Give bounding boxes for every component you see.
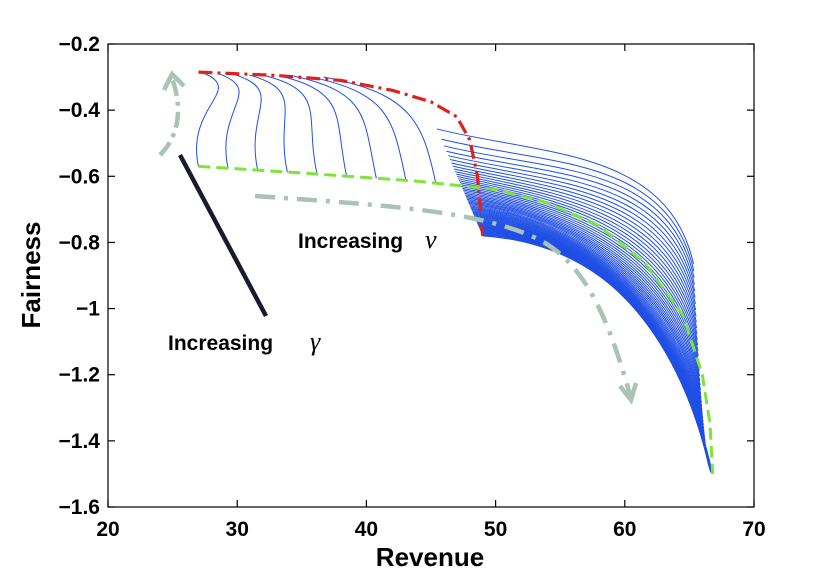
plot-frame bbox=[107, 43, 755, 508]
pareto-curve bbox=[465, 194, 701, 386]
pareto-curve bbox=[453, 168, 697, 317]
red-envelope-line bbox=[198, 70, 485, 236]
pareto-curve bbox=[482, 235, 714, 475]
y-tick-label: −1.2 bbox=[59, 364, 100, 387]
pareto-curve bbox=[278, 75, 348, 177]
pareto-curve bbox=[446, 150, 695, 285]
x-axis-label: Revenue bbox=[376, 542, 484, 572]
x-tick-label: 40 bbox=[355, 518, 378, 541]
y-tick-label: −0.8 bbox=[59, 231, 101, 254]
pareto-curve bbox=[196, 73, 219, 167]
pareto-curve bbox=[469, 205, 704, 419]
x-tick-label: 50 bbox=[484, 518, 507, 541]
annotation-nu-text: Increasing bbox=[298, 230, 403, 253]
annotation-gamma-text: Increasing bbox=[168, 332, 273, 355]
increasing-gamma-arrowhead bbox=[161, 70, 186, 92]
pareto-curve bbox=[249, 74, 288, 173]
pareto-curve bbox=[466, 197, 702, 395]
pareto-curve bbox=[293, 75, 377, 179]
y-tick-label: −0.6 bbox=[59, 165, 100, 188]
pareto-curve bbox=[469, 204, 703, 415]
increasing-nu-arrow bbox=[254, 193, 633, 396]
green-envelope-line bbox=[198, 164, 715, 475]
pareto-curve bbox=[465, 195, 702, 390]
pareto-curve bbox=[463, 191, 701, 377]
pareto-curve bbox=[468, 201, 703, 407]
pareto-curve bbox=[452, 165, 697, 311]
x-tick-label: 20 bbox=[96, 518, 119, 541]
pareto-curve bbox=[219, 73, 240, 169]
x-ticks: 20 30 40 50 60 70 bbox=[96, 44, 766, 541]
pareto-curve bbox=[458, 178, 698, 340]
annotation-nu-symbol: ν bbox=[425, 225, 437, 254]
pareto-curve bbox=[456, 173, 698, 329]
pareto-curve bbox=[471, 208, 705, 429]
pareto-curve bbox=[467, 200, 702, 403]
pareto-curve bbox=[444, 145, 695, 278]
x-tick-label: 70 bbox=[742, 518, 765, 541]
pareto-curve bbox=[308, 76, 407, 181]
pareto-curve bbox=[455, 171, 697, 323]
y-axis-label: Fairness bbox=[16, 222, 46, 329]
y-tick-label: −0.2 bbox=[59, 33, 100, 56]
pareto-curve bbox=[323, 76, 437, 183]
y-tick-label: −1.4 bbox=[59, 430, 101, 453]
pareto-curve bbox=[468, 202, 703, 411]
pareto-curve bbox=[458, 180, 699, 346]
pareto-curve bbox=[457, 175, 698, 335]
pareto-curve bbox=[264, 74, 318, 175]
pareto-curve bbox=[448, 155, 696, 292]
annotation-gamma-symbol: γ bbox=[310, 327, 321, 356]
increasing-nu-arrowhead bbox=[618, 382, 639, 405]
pareto-curve bbox=[462, 189, 700, 372]
pareto-curve bbox=[449, 159, 696, 298]
y-tick-label: −1 bbox=[76, 298, 100, 321]
pareto-curve bbox=[470, 207, 704, 426]
x-tick-label: 30 bbox=[226, 518, 249, 541]
y-tick-label: −0.4 bbox=[59, 99, 101, 122]
pareto-curve bbox=[436, 128, 694, 265]
increasing-gamma-arrow bbox=[158, 77, 181, 157]
pareto-curve bbox=[234, 74, 262, 171]
gamma-pointer-line bbox=[178, 153, 268, 318]
y-ticks: −0.2 −0.4 −0.6 −0.8 −1 −1.2 −1.4 −1.6 bbox=[59, 33, 754, 519]
pareto-curve bbox=[470, 206, 704, 422]
pareto-curve bbox=[464, 192, 701, 381]
pareto-curve bbox=[451, 162, 696, 305]
pareto-curve bbox=[466, 198, 702, 399]
annotation-increasing-gamma: Increasing γ bbox=[168, 327, 321, 356]
x-tick-label: 60 bbox=[613, 518, 636, 541]
pareto-curve bbox=[461, 186, 700, 362]
y-tick-label: −1.6 bbox=[59, 496, 100, 519]
pareto-curve bbox=[441, 138, 695, 272]
annotation-increasing-nu: Increasing ν bbox=[298, 225, 437, 254]
